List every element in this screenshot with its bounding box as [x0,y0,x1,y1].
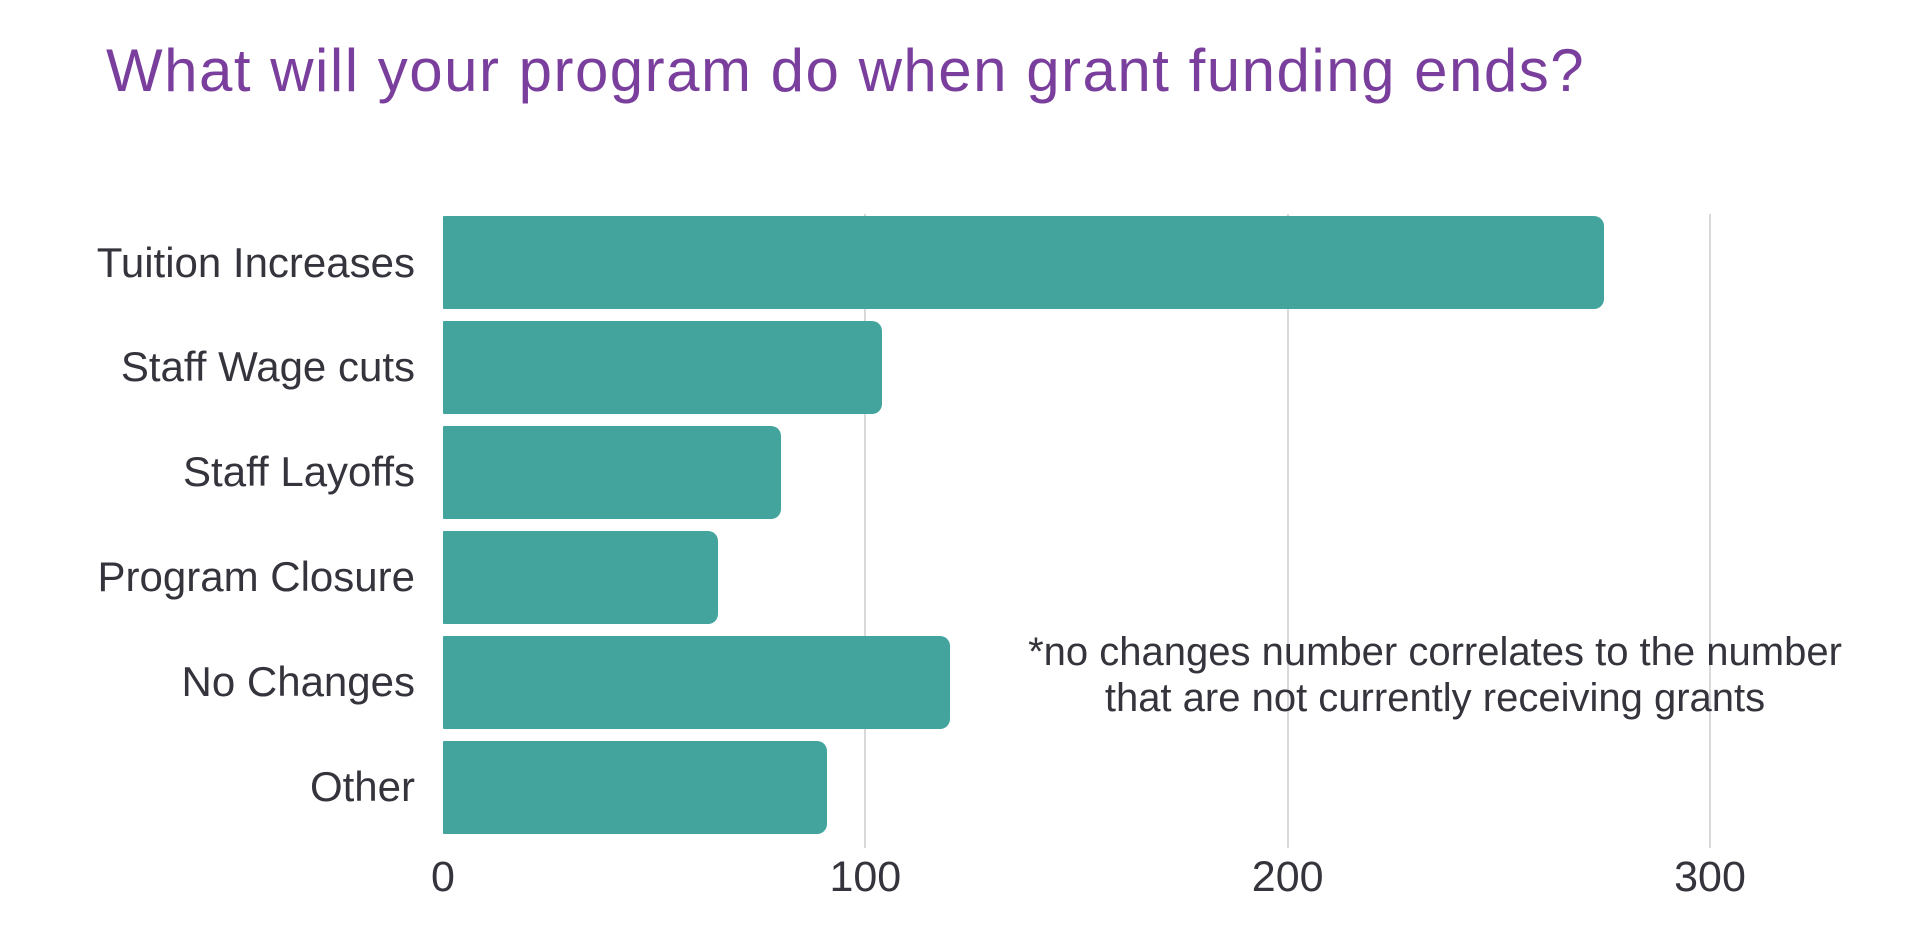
annotation: *no changes number correlates to the num… [975,629,1895,721]
chart-title: What will your program do when grant fun… [106,37,1586,104]
category-label-staff-layoffs: Staff Layoffs [183,448,415,496]
category-label-staff-wage-cuts: Staff Wage cuts [120,343,415,391]
bar-program-closure [443,530,718,624]
gridline-100 [864,214,867,848]
bar-staff-wage-cuts [443,320,883,414]
category-label-no-changes: No Changes [181,658,415,706]
x-tick-label-0: 0 [431,852,455,901]
x-tick-label-300: 300 [1674,852,1746,901]
bar-staff-layoffs [443,425,781,519]
bar-no-changes [443,635,950,729]
gridline-300 [1708,214,1711,848]
bar-tuition-increases [443,216,1605,309]
x-tick-label-200: 200 [1251,852,1324,901]
annotation-line-2: that are not currently receiving grants [1104,676,1766,720]
annotation-line-1: *no changes number correlates to the num… [1028,630,1842,674]
bar-other [443,740,828,834]
gridline-200 [1286,214,1289,848]
x-tick-label-100: 100 [829,852,902,901]
category-label-program-closure: Program Closure [97,553,415,601]
category-label-other: Other [309,763,415,810]
category-label-tuition-increases: Tuition Increases [96,238,415,286]
